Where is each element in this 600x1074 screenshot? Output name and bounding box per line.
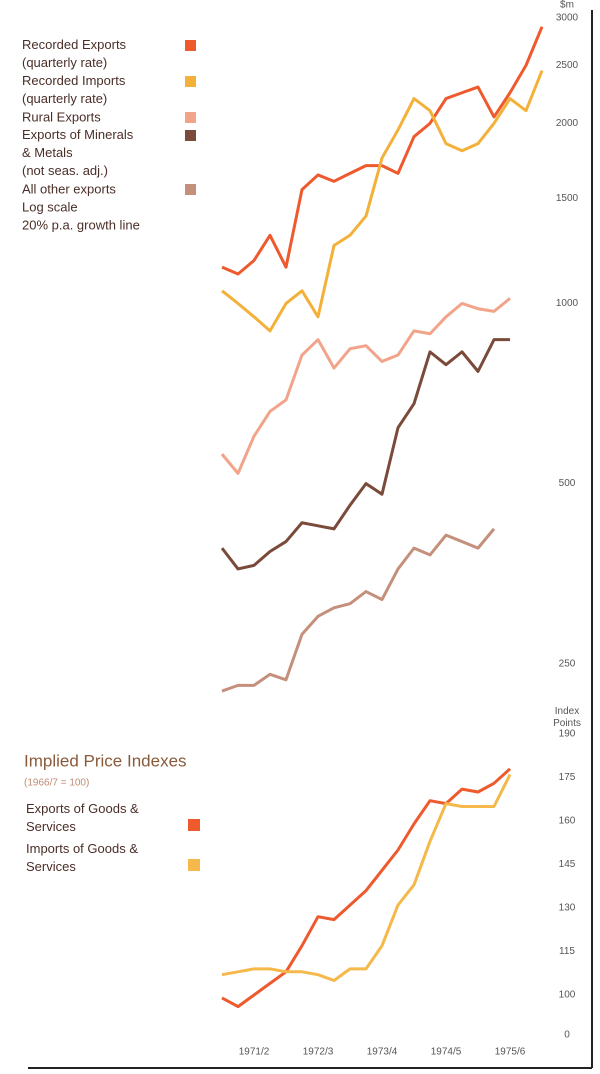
y-tick-label: 175	[559, 772, 576, 783]
y-tick-label: 0	[564, 1030, 570, 1041]
x-tick-label: 1974/5	[431, 1047, 462, 1058]
legend-swatch	[188, 859, 200, 871]
legend-swatch	[185, 112, 196, 123]
legend-swatch	[185, 184, 196, 195]
series-line	[221, 773, 512, 982]
series-line	[221, 767, 512, 1009]
x-tick-label: 1972/3	[303, 1047, 334, 1058]
legend-swatch	[185, 40, 196, 51]
legend-note: Log scale	[22, 199, 78, 214]
legend-label: Imports of Goods & Services	[26, 841, 138, 874]
legend-label: All other exports	[22, 181, 116, 196]
x-tick-label: 1975/6	[495, 1047, 526, 1058]
y-tick-label: 145	[559, 859, 576, 870]
legend-label: Rural Exports	[22, 109, 101, 124]
series-line	[220, 338, 510, 571]
y-tick-label: 3000	[556, 13, 579, 24]
series-line	[221, 26, 544, 276]
y-tick-label: 190	[559, 729, 576, 740]
legend-swatch	[185, 76, 196, 87]
legend-label: Exports of Minerals & Metals (not seas. ad…	[22, 127, 134, 178]
y-tick-label: 100	[559, 990, 576, 1001]
y-tick-label: 1500	[556, 193, 579, 204]
y-tick-label: 2000	[556, 118, 579, 129]
y-tick-label: 115	[559, 946, 575, 957]
legend-swatch	[188, 819, 200, 831]
series-line	[221, 70, 544, 333]
y-tick-label: 160	[559, 816, 576, 827]
y-axis-unit: Index Points	[553, 706, 581, 729]
legend-note: 20% p.a. growth line	[22, 217, 140, 232]
legend-label: Recorded Exports (quarterly rate)	[22, 37, 127, 70]
series-line	[221, 527, 496, 693]
legend-label: Recorded Imports (quarterly rate)	[22, 73, 126, 106]
y-tick-label: 250	[559, 658, 576, 669]
y-tick-label: 500	[559, 478, 576, 489]
legend-swatch	[185, 130, 196, 141]
y-tick-label: 1000	[556, 298, 579, 309]
y-axis-unit: $m	[560, 0, 574, 11]
chart-title: Implied Price Indexes	[24, 751, 187, 770]
y-tick-label: 130	[559, 903, 576, 914]
y-tick-label: 2500	[556, 60, 579, 71]
chart-subtitle: (1966/7 = 100)	[24, 778, 89, 789]
legend-label: Exports of Goods & Services	[26, 801, 139, 834]
x-tick-label: 1971/2	[239, 1047, 270, 1058]
x-tick-label: 1973/4	[367, 1047, 398, 1058]
series-line	[220, 297, 511, 475]
